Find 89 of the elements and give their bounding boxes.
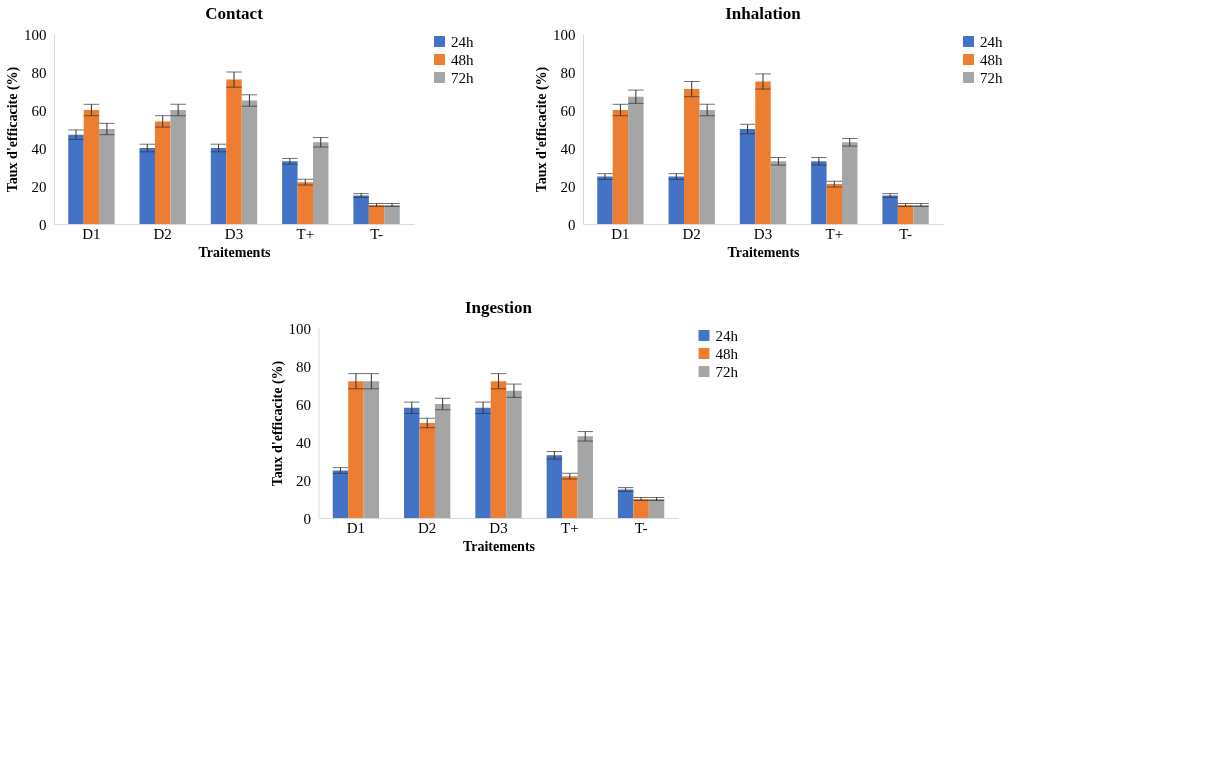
bar	[83, 110, 100, 224]
bar	[617, 489, 634, 518]
bar	[353, 195, 369, 224]
y-tick-label: 20	[296, 472, 311, 489]
legend-label: 48h	[980, 51, 1003, 68]
x-tick-label: D3	[489, 519, 508, 536]
x-tick-label: T+	[560, 519, 579, 536]
bar	[368, 205, 385, 224]
bar	[755, 81, 771, 224]
bar	[506, 390, 522, 518]
bar	[68, 134, 84, 224]
bar	[313, 142, 329, 224]
bar	[633, 499, 649, 518]
bar	[99, 129, 115, 224]
legend-label: 72h	[715, 363, 739, 380]
bar	[897, 205, 914, 224]
x-tick-label: D1	[611, 225, 630, 242]
x-tick-label: T+	[296, 225, 315, 242]
legend-label: 72h	[451, 69, 474, 86]
chart-title: Ingestion	[464, 298, 533, 317]
bar	[770, 161, 787, 224]
legend-label: 48h	[715, 345, 739, 362]
bar	[683, 89, 700, 224]
bar	[648, 499, 665, 518]
y-tick-label: 40	[560, 140, 576, 157]
bar	[739, 129, 756, 224]
bar	[546, 455, 563, 518]
x-axis-title: Traitements	[462, 538, 536, 554]
bar	[419, 423, 435, 518]
legend-label: 24h	[980, 33, 1003, 50]
y-tick-label: 80	[31, 64, 47, 81]
x-tick-label: D1	[82, 225, 101, 242]
bar	[404, 407, 420, 518]
bar	[490, 381, 507, 518]
legend-label: 24h	[451, 33, 474, 50]
x-axis-title: Traitements	[727, 244, 801, 260]
bar	[628, 96, 644, 224]
x-tick-label: D2	[418, 519, 437, 536]
legend-label: 72h	[980, 69, 1003, 86]
bar	[612, 110, 629, 224]
bar	[577, 436, 593, 518]
y-axis-title: Taux d'efficacite (%)	[5, 66, 21, 193]
bar	[842, 142, 858, 224]
x-tick-label: D2	[682, 225, 701, 242]
bar	[139, 148, 155, 224]
y-axis-title: Taux d'efficacite (%)	[534, 66, 550, 193]
x-axis-title: Traitements	[198, 244, 272, 260]
y-tick-label: 20	[560, 178, 576, 195]
bar	[913, 205, 929, 224]
bar	[154, 121, 171, 224]
x-tick-label: T-	[370, 225, 383, 242]
x-tick-label: D1	[346, 519, 366, 536]
bar	[882, 195, 898, 224]
chart-title: Contact	[205, 4, 264, 23]
bar	[434, 404, 451, 518]
bar	[363, 381, 380, 518]
bar	[241, 100, 258, 224]
bar	[699, 110, 715, 224]
chart-title: Inhalation	[725, 4, 802, 23]
y-tick-label: 100	[553, 26, 576, 43]
y-tick-label: 60	[31, 102, 47, 119]
bar	[210, 148, 227, 224]
legend-label: 48h	[451, 51, 474, 68]
x-tick-label: T-	[634, 519, 648, 536]
y-tick-label: 0	[568, 216, 576, 233]
y-tick-label: 80	[560, 64, 576, 81]
bar	[475, 407, 491, 518]
y-tick-label: 40	[296, 434, 311, 451]
y-tick-label: 60	[560, 102, 576, 119]
bar	[226, 79, 242, 224]
bar	[384, 205, 400, 224]
x-tick-label: D2	[153, 225, 172, 242]
y-tick-label: 20	[31, 178, 47, 195]
legend-label: 24h	[715, 327, 739, 344]
y-axis-title: Taux d'efficacite (%)	[269, 360, 286, 487]
y-tick-label: 80	[296, 358, 311, 375]
y-tick-label: 0	[39, 216, 47, 233]
y-tick-label: 0	[303, 510, 311, 527]
y-tick-label: 100	[288, 320, 311, 337]
bar	[348, 381, 364, 518]
y-tick-label: 40	[31, 140, 47, 157]
x-tick-label: D3	[224, 225, 244, 242]
x-tick-label: T-	[899, 225, 912, 242]
x-tick-label: T+	[825, 225, 844, 242]
y-tick-label: 60	[296, 396, 311, 413]
y-tick-label: 100	[24, 26, 47, 43]
bar	[811, 161, 827, 224]
bar	[170, 110, 186, 224]
x-tick-label: D3	[753, 225, 773, 242]
